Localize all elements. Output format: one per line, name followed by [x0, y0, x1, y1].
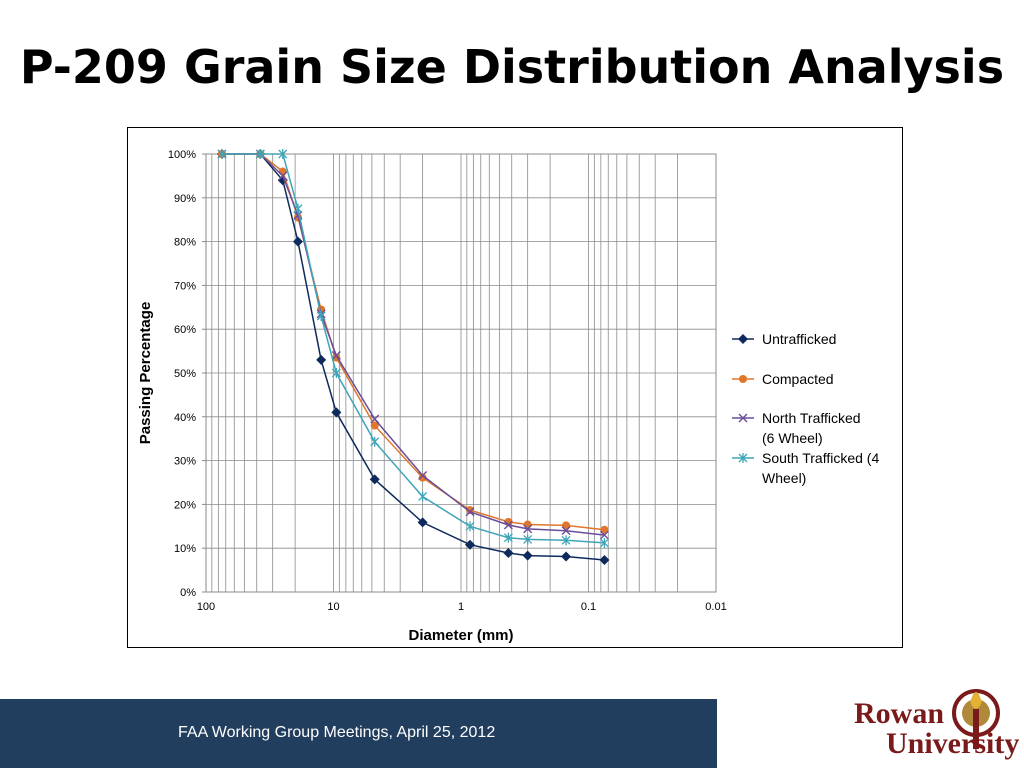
data-point-north-trafficked-6-wheel [465, 507, 475, 517]
logo-text-rowan: Rowan [854, 697, 945, 730]
data-point-south-trafficked-4-wheel [561, 535, 571, 546]
chart-frame: 0% 10% 20% 30% 40% 50% 60% 70% 80% 90% 100% 100 10 1 0… [127, 127, 903, 648]
y-tick-label: 0% [180, 587, 196, 599]
data-point-south-trafficked-4-wheel [217, 149, 227, 159]
y-tick-label: 30% [174, 456, 196, 468]
data-point-compacted [278, 167, 287, 176]
data-point-compacted [418, 473, 427, 482]
y-tick-label: 40% [174, 412, 196, 424]
legend-marker [739, 375, 747, 383]
data-point-north-trafficked-6-wheel [523, 524, 533, 534]
data-point-north-trafficked-6-wheel [503, 520, 513, 530]
data-point-south-trafficked-4-wheel [255, 149, 265, 159]
data-point-south-trafficked-4-wheel [418, 491, 428, 502]
data-point-untrafficked [522, 550, 533, 561]
y-tick-label: 90% [174, 193, 196, 205]
legend-label: (6 Wheel) [762, 430, 823, 446]
data-point-untrafficked [503, 548, 514, 559]
y-tick-label: 70% [174, 280, 196, 292]
data-point-south-trafficked-4-wheel [293, 203, 303, 214]
x-tick-label: 0.1 [581, 601, 596, 613]
legend-marker [738, 334, 748, 344]
grain-size-chart: 0% 10% 20% 30% 40% 50% 60% 70% 80% 90% 100% 100 10 1 0… [137, 149, 879, 644]
y-axis-title: Passing Percentage [137, 302, 154, 445]
logo-text-university: University [886, 727, 1020, 760]
data-point-south-trafficked-4-wheel [523, 534, 533, 545]
y-tick-label: 100% [168, 149, 196, 161]
data-point-south-trafficked-4-wheel [599, 537, 609, 548]
y-tick-label: 60% [174, 324, 196, 336]
data-point-south-trafficked-4-wheel [278, 149, 288, 159]
y-tick-label: 20% [174, 499, 196, 511]
x-tick-label: 0.01 [705, 601, 726, 613]
data-point-north-trafficked-6-wheel [599, 530, 609, 540]
university-logo: Rowan University [848, 683, 1024, 768]
footer-text: FAA Working Group Meetings, April 25, 20… [178, 724, 496, 741]
legend-label: Wheel) [762, 470, 806, 486]
data-point-north-trafficked-6-wheel [331, 350, 341, 360]
data-point-compacted [370, 421, 379, 430]
y-tick-label: 10% [174, 543, 196, 555]
data-point-south-trafficked-4-wheel [503, 532, 513, 543]
legend-label: Untrafficked [762, 331, 836, 347]
data-point-north-trafficked-6-wheel [561, 526, 571, 536]
data-point-north-trafficked-6-wheel [370, 414, 380, 424]
legend-label: Compacted [762, 371, 834, 387]
data-point-compacted [562, 521, 571, 530]
data-point-north-trafficked-6-wheel [418, 470, 428, 480]
data-point-untrafficked [561, 551, 572, 562]
data-point-south-trafficked-4-wheel [370, 436, 380, 447]
data-point-south-trafficked-4-wheel [331, 368, 341, 378]
data-point-north-trafficked-6-wheel [278, 171, 288, 181]
data-point-untrafficked [369, 474, 380, 485]
legend-label: South Trafficked (4 [762, 450, 879, 466]
data-point-compacted [523, 520, 532, 529]
data-point-south-trafficked-4-wheel [316, 311, 326, 322]
x-tick-label: 10 [327, 601, 339, 613]
x-tick-label: 100 [197, 601, 215, 613]
y-tick-label: 50% [174, 368, 196, 380]
y-tick-label: 80% [174, 237, 196, 249]
data-point-untrafficked [292, 236, 303, 247]
data-point-untrafficked [316, 354, 327, 365]
x-tick-label: 1 [458, 601, 464, 613]
data-point-compacted [600, 525, 609, 534]
legend-marker [738, 413, 748, 423]
data-point-south-trafficked-4-wheel [465, 521, 475, 532]
data-point-untrafficked [464, 539, 475, 550]
data-point-untrafficked [417, 517, 428, 528]
x-axis-title: Diameter (mm) [408, 627, 513, 644]
footer-bar [0, 699, 717, 768]
data-point-untrafficked [599, 555, 610, 566]
legend-label: North Trafficked [762, 410, 861, 426]
slide-title: P-209 Grain Size Distribution Analysis [19, 40, 1005, 94]
data-point-untrafficked [331, 407, 342, 418]
legend-marker [738, 453, 748, 463]
torch-icon [952, 689, 1000, 749]
